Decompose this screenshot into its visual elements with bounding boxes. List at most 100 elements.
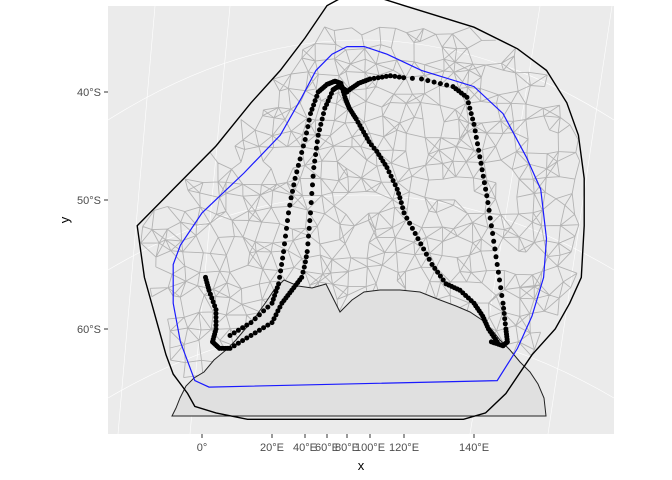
x-tick-label: 20°E — [260, 442, 284, 454]
track-c-point — [309, 106, 315, 112]
track-c-point — [305, 124, 311, 130]
track-a-point — [319, 116, 325, 122]
track-c-point — [288, 195, 294, 201]
track-c-point — [299, 150, 305, 155]
track-c-point — [269, 300, 275, 306]
track-c-point — [287, 202, 293, 208]
inner-boundary-line — [172, 46, 548, 388]
track-c-point — [273, 289, 279, 295]
track-b-point — [475, 141, 480, 147]
track-c-point — [282, 241, 287, 247]
track-a-point — [210, 299, 216, 305]
track-c-point — [398, 200, 404, 206]
track-b-point — [476, 147, 482, 153]
track-c-point — [394, 186, 400, 192]
track-b-point — [497, 277, 502, 283]
track-b-point — [371, 75, 377, 81]
track-a-point — [271, 316, 277, 322]
track-b-point — [468, 111, 474, 117]
track-b-point — [367, 76, 373, 82]
track-c-point — [261, 308, 267, 314]
track-a-point — [212, 303, 218, 309]
track-a-point — [306, 225, 312, 231]
track-a-point — [269, 320, 275, 326]
track-c-point — [396, 191, 402, 196]
track-b-point — [499, 293, 505, 298]
track-c-point — [272, 293, 278, 298]
track-c-point — [248, 320, 254, 326]
track-c-point — [280, 255, 286, 261]
track-b-point — [470, 116, 476, 122]
track-a-point — [305, 241, 311, 247]
track-b-point — [494, 262, 500, 267]
track-c-point — [291, 182, 297, 188]
track-b-point — [437, 81, 443, 87]
track-c-point — [279, 262, 285, 267]
track-c-point — [401, 210, 407, 216]
track-a-point — [227, 345, 233, 351]
track-b-point — [472, 128, 478, 134]
track-a-point — [308, 200, 314, 206]
track-points — [203, 73, 510, 351]
track-a-point — [252, 330, 258, 336]
track-a-point — [273, 312, 279, 318]
track-c-point — [494, 339, 500, 345]
track-c-point — [265, 304, 271, 310]
track-c-point — [384, 165, 390, 171]
track-a-point — [275, 308, 281, 314]
track-a-point — [302, 259, 308, 265]
track-c-point — [429, 262, 435, 267]
outer-boundary-line — [136, 0, 585, 420]
track-c-point — [400, 205, 406, 211]
track-a-point — [277, 304, 283, 310]
track-b-point — [498, 285, 504, 291]
track-c-point — [276, 281, 282, 287]
track-a-point — [312, 158, 318, 164]
graticule — [107, 5, 615, 435]
track-b-point — [500, 300, 506, 306]
track-c-point — [240, 325, 246, 331]
track-a-point — [213, 322, 219, 328]
track-b-point — [467, 105, 473, 111]
track-c-point — [285, 218, 290, 224]
track-a-point — [213, 318, 219, 324]
track-b-point — [501, 311, 507, 316]
track-c-point — [231, 330, 237, 336]
track-a-point — [321, 111, 326, 117]
track-b-point — [383, 73, 389, 79]
track-b-point — [486, 207, 492, 213]
track-c-point — [252, 316, 258, 322]
track-b-point — [478, 160, 484, 166]
track-c-point — [368, 142, 374, 148]
track-a-point — [265, 322, 271, 328]
y-axis: 40°S 50°S 60°S — [77, 87, 108, 336]
track-c-point — [304, 130, 309, 136]
y-tick-label: 60°S — [77, 324, 101, 336]
track-b-point — [502, 321, 508, 327]
track-b-point — [401, 75, 407, 81]
track-c-point — [306, 117, 312, 123]
track-b-point — [484, 193, 490, 199]
track-b-point — [409, 75, 415, 81]
track-b-point — [387, 73, 393, 79]
track-b-point — [473, 134, 479, 140]
track-c-point — [390, 178, 396, 184]
track-b-point — [491, 238, 497, 244]
track-c-point — [244, 322, 250, 328]
track-b-point — [431, 79, 437, 85]
track-c-point — [418, 241, 424, 247]
graticule-line — [117, 5, 156, 435]
track-b-point — [488, 339, 494, 345]
track-a-point — [235, 340, 241, 346]
y-tick-label: 40°S — [77, 87, 101, 99]
track-b-point — [480, 173, 486, 179]
track-b-point — [379, 74, 385, 80]
track-c-point — [274, 285, 280, 291]
track-a-point — [240, 338, 246, 344]
track-b-point — [396, 74, 402, 80]
track-a-point — [213, 307, 219, 313]
track-c-point — [300, 143, 306, 149]
track-c-point — [415, 236, 421, 242]
track-a-point — [244, 335, 250, 341]
